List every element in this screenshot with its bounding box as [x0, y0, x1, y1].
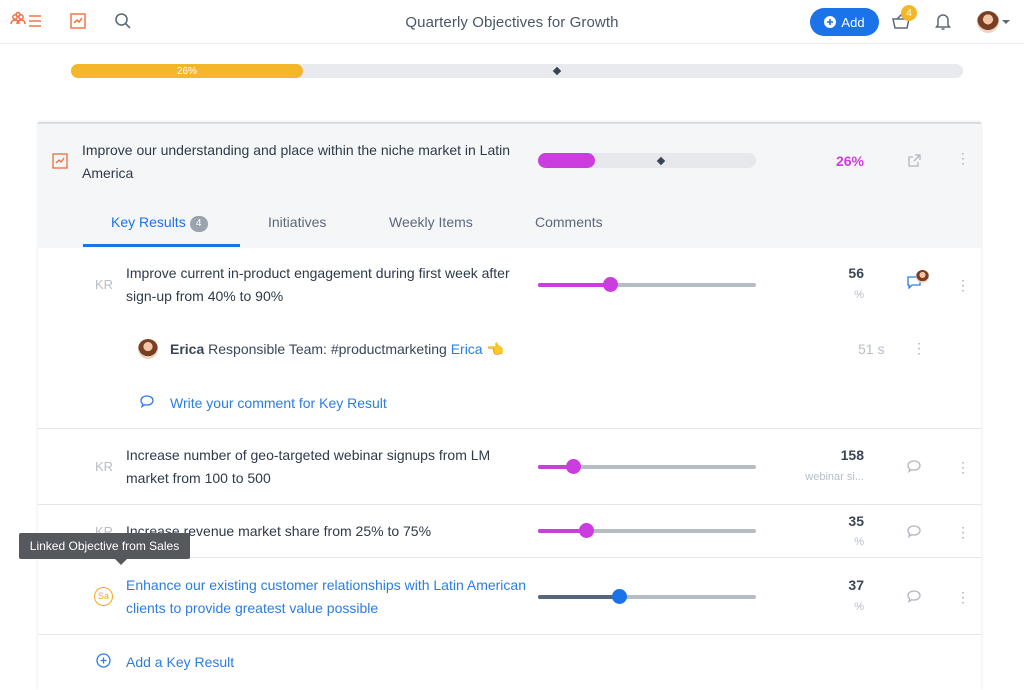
add-key-result-link[interactable]: Add a Key Result — [126, 654, 235, 670]
key-result-text[interactable]: Increase revenue market share from 25% t… — [126, 523, 432, 539]
plus-circle-icon — [824, 16, 837, 28]
divider — [38, 557, 981, 558]
slider-fill — [538, 283, 610, 287]
commenter-avatar — [916, 270, 929, 283]
key-result-more-icon[interactable]: ⋮ — [956, 589, 970, 605]
add-button[interactable]: Add — [810, 8, 879, 36]
overall-progress-bar: 26% — [71, 64, 963, 78]
key-result-value[interactable]: 37 — [848, 577, 864, 593]
comment-icon — [139, 394, 155, 408]
key-result-text[interactable]: Improve current in-product engagement du… — [126, 265, 510, 304]
linked-objective-tooltip: Linked Objective from Sales — [19, 533, 190, 565]
key-result-more-icon[interactable]: ⋮ — [956, 277, 970, 293]
key-result-more-icon[interactable]: ⋮ — [956, 524, 970, 540]
key-result-value[interactable]: 35 — [848, 513, 864, 529]
key-result-text[interactable]: Increase number of geo-targeted webinar … — [126, 447, 491, 486]
tab-key-results[interactable]: Key Results 4 — [111, 214, 208, 232]
divider — [38, 634, 981, 635]
divider — [38, 504, 981, 505]
comment-more-icon[interactable]: ⋮ — [912, 340, 926, 356]
tab-key-results-count: 4 — [189, 216, 208, 232]
key-result-unit: % — [854, 289, 864, 301]
comment-text: Responsible Team: #productmarketing — [208, 341, 447, 357]
objective-expected-marker — [656, 156, 666, 165]
slider-fill — [538, 529, 586, 533]
comment-author: Erica — [170, 341, 205, 357]
key-result-unit: webinar si... — [805, 471, 864, 483]
slider-knob[interactable] — [611, 589, 627, 604]
comment-mention[interactable]: Erica — [450, 341, 483, 357]
key-result-slider[interactable] — [538, 459, 756, 474]
linked-sales-badge[interactable]: Sa — [94, 587, 113, 606]
comment-icon[interactable] — [906, 459, 922, 473]
slider-knob[interactable] — [602, 277, 618, 292]
pointing-hand-emoji: 👈 — [486, 341, 504, 357]
kr-tag: KR — [95, 277, 114, 292]
expected-progress-marker — [552, 66, 562, 76]
slider-knob[interactable] — [565, 459, 581, 474]
key-result-more-icon[interactable]: ⋮ — [956, 459, 970, 475]
tab-key-results-label: Key Results — [111, 214, 186, 230]
tab-weekly-items[interactable]: Weekly Items — [389, 214, 473, 230]
top-bar: Quarterly Objectives for Growth Add 4 — [0, 0, 1024, 44]
kr-tag: KR — [95, 459, 114, 474]
active-tab-indicator — [83, 244, 240, 247]
tab-initiatives[interactable]: Initiatives — [268, 214, 327, 230]
page-title: Quarterly Objectives for Growth — [405, 14, 619, 31]
avatar[interactable] — [977, 11, 999, 33]
key-result-unit: % — [854, 536, 864, 548]
comment-body: Erica Responsible Team: #productmarketin… — [170, 341, 504, 358]
cart-badge: 4 — [901, 5, 917, 21]
objective-title[interactable]: Improve our understanding and place with… — [82, 142, 511, 181]
divider — [38, 428, 981, 429]
key-result-unit: % — [854, 601, 864, 613]
slider-fill — [538, 465, 573, 469]
overall-progress-fill: 26% — [71, 64, 303, 78]
tab-comments[interactable]: Comments — [535, 214, 603, 230]
key-result-slider[interactable] — [538, 523, 756, 538]
slider-fill — [538, 595, 619, 599]
slider-knob[interactable] — [578, 523, 594, 538]
objective-more-icon[interactable]: ⋮ — [956, 151, 970, 165]
chevron-down-icon[interactable] — [1001, 18, 1011, 26]
open-external-icon[interactable] — [907, 153, 922, 168]
team-list-icon[interactable] — [10, 11, 42, 31]
objective-chart-icon — [52, 153, 68, 169]
overall-progress-label: 26% — [176, 65, 197, 77]
add-label: Add — [841, 14, 865, 30]
comment-icon[interactable] — [906, 589, 922, 603]
chart-icon[interactable] — [70, 13, 86, 29]
key-result-value[interactable]: 158 — [840, 447, 864, 463]
linked-objective-text[interactable]: Enhance our existing customer relationsh… — [126, 577, 526, 616]
search-icon[interactable] — [114, 12, 132, 30]
key-result-slider[interactable] — [538, 277, 756, 292]
write-comment-link[interactable]: Write your comment for Key Result — [170, 395, 387, 411]
comment-with-avatar-icon[interactable] — [906, 270, 932, 290]
comment-icon[interactable] — [906, 524, 922, 538]
comment-time: 51 s — [858, 341, 885, 357]
objective-progress-bar — [538, 153, 756, 168]
objective-card — [38, 122, 981, 690]
key-result-value[interactable]: 56 — [848, 265, 864, 281]
objective-progress-fill — [538, 153, 595, 168]
key-result-slider[interactable] — [538, 589, 756, 604]
add-circle-icon[interactable] — [96, 653, 111, 668]
objective-progress-value: 26% — [835, 153, 864, 169]
comment-author-avatar — [138, 339, 158, 359]
bell-icon[interactable] — [934, 12, 952, 31]
